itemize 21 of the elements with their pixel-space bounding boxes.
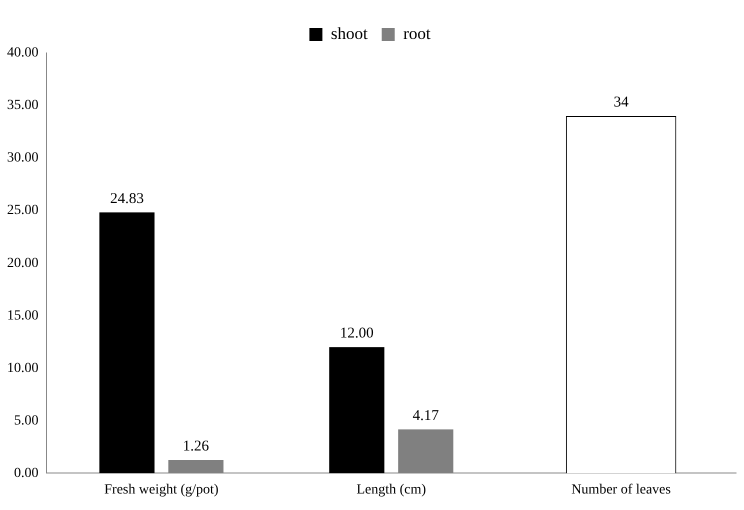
y-tick-label: 35.00 (7, 98, 38, 114)
y-tick-label: 40.00 (7, 46, 38, 61)
data-label: 1.26 (182, 438, 210, 454)
legend-label: root (403, 24, 431, 43)
y-tick-label: 30.00 (7, 150, 38, 166)
data-label: 12.00 (340, 326, 374, 342)
x-tick-label: Number of leaves (571, 482, 671, 498)
bar (99, 212, 155, 474)
y-tick-label: 5.00 (14, 413, 38, 428)
bar (329, 347, 384, 474)
legend-label: shoot (330, 24, 368, 43)
y-tick-label: 0.00 (14, 466, 38, 481)
data-label: 24.83 (110, 190, 144, 207)
data-label: 34 (614, 94, 630, 110)
y-tick-label: 15.00 (7, 308, 38, 324)
y-tick-label: 20.00 (7, 256, 38, 271)
x-tick-label: Fresh weight (g/pot) (104, 482, 219, 498)
y-tick-label: 10.00 (7, 360, 38, 376)
data-label: 4.17 (412, 408, 440, 424)
x-tick-label: Length (cm) (356, 482, 426, 498)
y-tick-label: 25.00 (7, 203, 38, 218)
